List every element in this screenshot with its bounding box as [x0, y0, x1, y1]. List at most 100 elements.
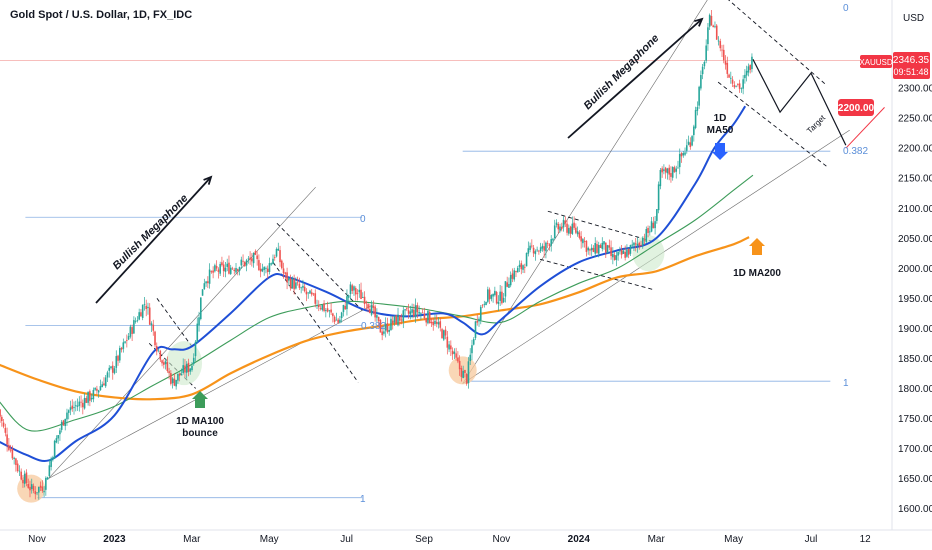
candle-body	[434, 320, 436, 325]
candle-body	[582, 239, 584, 244]
candle-body	[573, 222, 575, 228]
candle-body	[502, 297, 505, 303]
candle-body	[737, 84, 739, 86]
candle-body	[13, 457, 15, 459]
candle-body	[4, 427, 7, 433]
candle-body	[182, 365, 184, 373]
candle-body	[608, 245, 611, 248]
candle-body	[539, 247, 542, 252]
candle-body	[344, 305, 346, 310]
candle-body	[298, 283, 301, 288]
x-tick-label: 12	[860, 534, 872, 545]
megaphone-boundary-line	[48, 304, 374, 479]
candle-body	[196, 323, 199, 343]
candle-body	[448, 344, 450, 350]
price-tag[interactable]: XAUUSD 2346.35 09:51:48	[859, 52, 930, 79]
candle-body	[198, 317, 200, 326]
y-tick-label: 1750.00	[898, 414, 932, 425]
candle-body	[499, 291, 501, 301]
candle-body	[83, 398, 86, 409]
candle-body	[404, 309, 406, 311]
candle-body	[108, 367, 111, 371]
candle-body	[73, 407, 75, 409]
candle-body	[238, 267, 241, 272]
candle-body	[307, 292, 310, 294]
candle-body	[728, 74, 730, 78]
y-tick-label: 2250.00	[898, 114, 932, 125]
candle-body	[279, 250, 281, 263]
candle-body	[731, 79, 734, 84]
y-tick-label: 2200.00	[898, 144, 932, 155]
candle-body	[82, 402, 84, 408]
candle-body	[735, 85, 737, 87]
candle-body	[141, 304, 144, 318]
candle-body	[129, 326, 132, 337]
candle-body	[516, 267, 519, 273]
candle-body	[575, 227, 577, 233]
candle-body	[552, 238, 554, 241]
candle-body	[207, 281, 209, 284]
candle-body	[636, 243, 639, 246]
candle-body	[594, 243, 597, 254]
candle-body	[25, 472, 28, 484]
candle-body	[708, 14, 711, 27]
candle-body	[118, 348, 121, 361]
candle-body	[106, 372, 109, 378]
candle-body	[27, 483, 30, 488]
candle-body	[508, 284, 510, 288]
candle-body	[268, 263, 271, 272]
candle-body	[11, 448, 14, 459]
y-tick-label: 1650.00	[898, 474, 932, 485]
x-tick-label: Nov	[28, 534, 46, 545]
candle-body	[615, 255, 618, 260]
candle-body	[485, 301, 487, 306]
candle-body	[259, 268, 262, 272]
candle-body	[638, 242, 641, 246]
candle-body	[464, 370, 466, 373]
candle-body	[560, 226, 563, 229]
candle-body	[536, 249, 538, 251]
candle-body	[460, 368, 463, 377]
ma50-label-1: 1D	[714, 113, 727, 124]
candle-body	[471, 345, 473, 354]
x-tick-label: 2024	[568, 534, 591, 545]
candle-body	[286, 272, 288, 283]
candle-body	[337, 319, 339, 323]
candle-body	[127, 336, 130, 340]
candle-body	[682, 153, 685, 156]
candle-body	[541, 245, 544, 249]
candle-body	[428, 312, 431, 324]
candle-body	[316, 305, 318, 307]
candle-body	[32, 485, 35, 491]
candle-body	[673, 167, 676, 173]
candle-body	[730, 77, 732, 79]
candle-body	[349, 284, 352, 295]
y-tick-label: 1900.00	[898, 324, 932, 335]
candle-body	[488, 289, 491, 300]
candle-body	[309, 290, 311, 294]
candle-body	[374, 306, 376, 318]
x-tick-label: Jul	[805, 534, 818, 545]
candle-body	[406, 308, 408, 310]
candle-body	[555, 222, 558, 225]
candle-body	[251, 258, 253, 262]
candle-body	[30, 484, 33, 489]
candle-body	[738, 83, 741, 89]
candle-body	[747, 66, 750, 73]
candle-body	[478, 318, 480, 322]
candle-body	[652, 222, 655, 229]
target-price-tag[interactable]: 2200.00	[838, 99, 875, 116]
candle-body	[458, 360, 461, 370]
candle-body	[564, 220, 567, 224]
fib-label-left-1: 1	[360, 494, 366, 505]
candle-body	[20, 471, 22, 480]
candle-body	[432, 321, 435, 326]
candle-body	[265, 267, 267, 269]
candle-body	[103, 383, 105, 386]
candle-body	[76, 405, 79, 407]
candle-body	[150, 323, 153, 326]
candle-body	[101, 384, 103, 388]
candle-body	[133, 320, 135, 334]
